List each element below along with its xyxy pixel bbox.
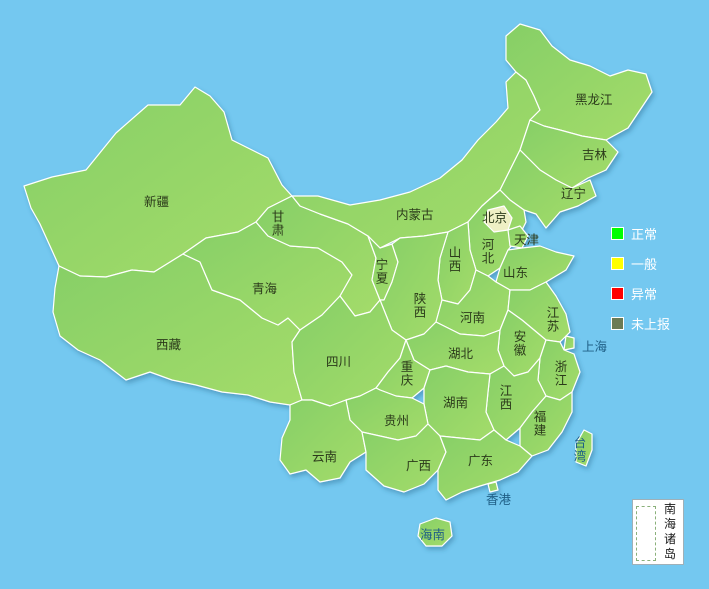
- label-hunan[interactable]: 湖南: [443, 395, 469, 410]
- legend-item-normal[interactable]: 正常: [611, 223, 670, 243]
- legend-label-normal: 正常: [631, 227, 658, 243]
- label-shandong[interactable]: 山东: [503, 265, 529, 280]
- province-shanghai[interactable]: [563, 335, 575, 351]
- legend-label-fair: 一般: [631, 257, 658, 273]
- label-fujian[interactable]: 福建: [531, 410, 547, 437]
- status-legend: 正常 一般 异常 未上报: [611, 223, 670, 343]
- label-guangdong[interactable]: 广东: [468, 453, 494, 468]
- label-liaoning[interactable]: 辽宁: [561, 186, 587, 201]
- legend-label-not-reported: 未上报: [631, 317, 671, 333]
- province-hainan[interactable]: [417, 517, 453, 547]
- label-hainan[interactable]: 海南: [420, 527, 446, 542]
- legend-swatch-abnormal: [611, 286, 624, 300]
- label-taiwan[interactable]: 台湾: [571, 436, 587, 463]
- label-sichuan[interactable]: 四川: [326, 354, 352, 369]
- label-qinghai[interactable]: 青海: [252, 281, 278, 296]
- label-tianjin[interactable]: 天津: [514, 232, 540, 247]
- label-xianggang[interactable]: 香港: [486, 492, 512, 507]
- label-xizang[interactable]: 西藏: [156, 337, 182, 352]
- label-heilongjiang[interactable]: 黑龙江: [575, 92, 613, 107]
- label-gansu[interactable]: 甘肃: [269, 210, 285, 237]
- province-taiwan[interactable]: [575, 429, 593, 467]
- province-tianjin[interactable]: [507, 225, 529, 249]
- province-heilongjiang[interactable]: [505, 23, 653, 141]
- label-xinjiang[interactable]: 新疆: [144, 194, 170, 209]
- legend-label-abnormal: 异常: [631, 287, 658, 303]
- label-shaanxi[interactable]: 陕西: [411, 292, 427, 319]
- label-beijing[interactable]: 北京: [482, 210, 508, 225]
- inset-title: 南海诸岛: [663, 502, 676, 561]
- label-zhejiang[interactable]: 浙江: [552, 360, 568, 387]
- label-shanxi[interactable]: 山西: [446, 246, 462, 273]
- label-jiangsu[interactable]: 江苏: [544, 306, 560, 333]
- label-guizhou[interactable]: 贵州: [384, 413, 410, 428]
- label-guangxi[interactable]: 广西: [406, 458, 432, 473]
- legend-swatch-not-reported: [611, 316, 624, 330]
- label-yunnan[interactable]: 云南: [312, 449, 338, 464]
- label-jilin[interactable]: 吉林: [582, 147, 608, 162]
- legend-item-not-reported[interactable]: 未上报: [611, 313, 670, 333]
- label-ningxia[interactable]: 宁夏: [373, 258, 389, 285]
- province-guangdong[interactable]: [437, 429, 533, 501]
- label-anhui[interactable]: 安徽: [511, 330, 527, 357]
- label-shanghai[interactable]: 上海: [582, 339, 608, 354]
- legend-item-abnormal[interactable]: 异常: [611, 283, 670, 303]
- label-hebei[interactable]: 河北: [479, 238, 495, 265]
- province-yunnan[interactable]: [279, 399, 367, 483]
- province-fujian[interactable]: [519, 391, 573, 457]
- label-jiangxi[interactable]: 江西: [497, 384, 513, 411]
- label-neimenggu[interactable]: 内蒙古: [396, 207, 434, 222]
- inset-islands-map: [636, 506, 656, 561]
- south-china-sea-inset[interactable]: 南海诸岛: [632, 499, 684, 565]
- label-chongqing[interactable]: 重庆: [398, 360, 414, 387]
- legend-item-fair[interactable]: 一般: [611, 253, 670, 273]
- legend-swatch-normal: [611, 226, 624, 240]
- label-henan[interactable]: 河南: [460, 310, 486, 325]
- label-hubei[interactable]: 湖北: [448, 346, 474, 361]
- legend-swatch-fair: [611, 256, 624, 270]
- province-xianggang[interactable]: [487, 481, 499, 493]
